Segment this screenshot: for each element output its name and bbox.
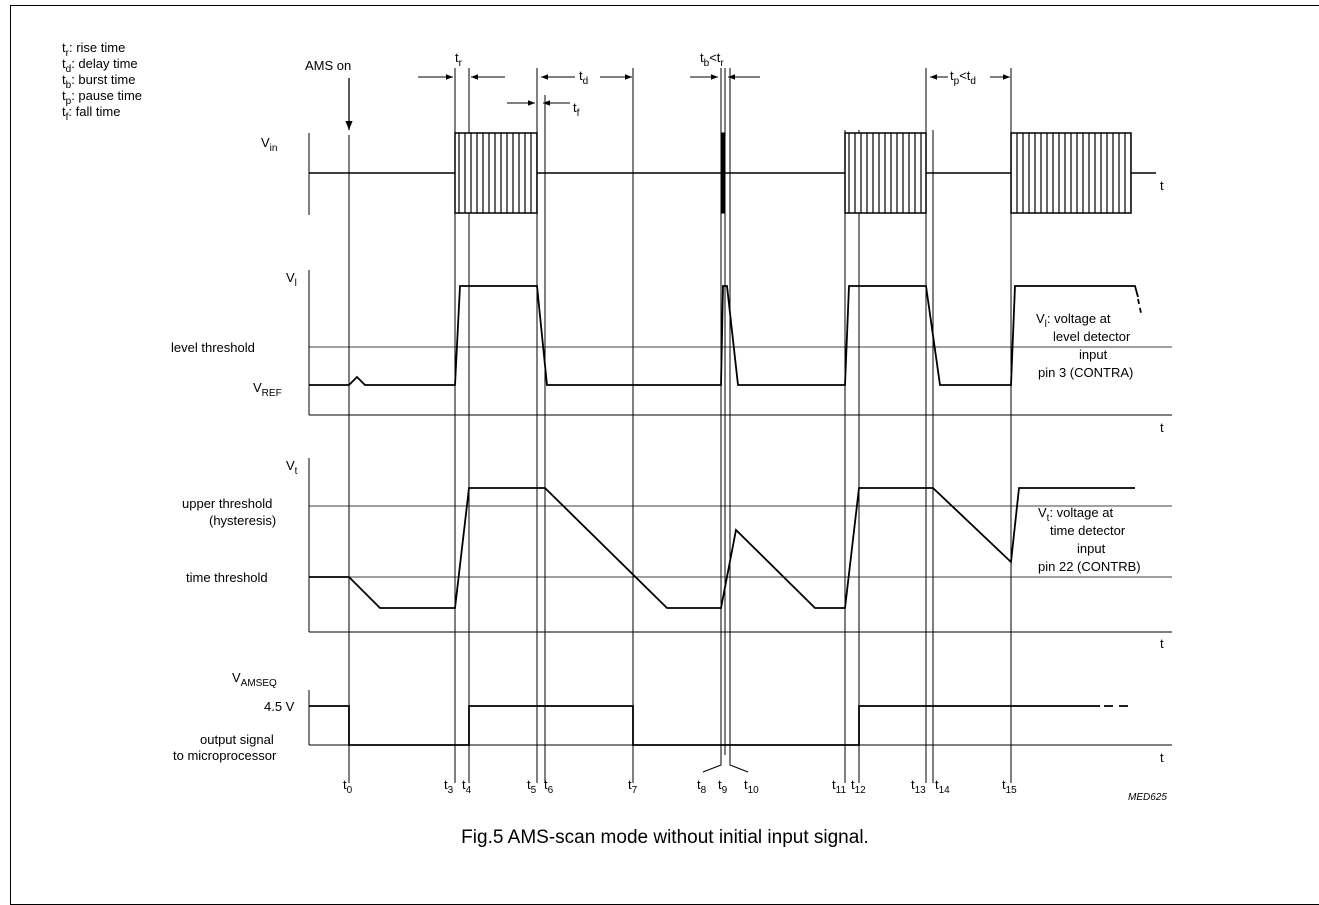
vin-t-axis-label: t xyxy=(1160,178,1164,193)
t8-bracket xyxy=(702,755,722,773)
legend-rise-time: tr: rise time xyxy=(62,40,125,59)
figure-caption: Fig.5 AMS-scan mode without initial inpu… xyxy=(461,827,869,848)
time-label-t8: t8 xyxy=(697,777,707,796)
vl-note-line-3: input xyxy=(1079,347,1108,362)
v45-label: 4.5 V xyxy=(264,699,295,714)
vin-burst-1 xyxy=(454,132,538,214)
time-label-t12: t12 xyxy=(851,777,866,796)
timing-diagram: tr: rise time td: delay time tb: burst t… xyxy=(62,40,1172,848)
time-label-t0: t0 xyxy=(343,777,353,796)
legend: tr: rise time td: delay time tb: burst t… xyxy=(62,40,142,123)
vl-t-axis-label: t xyxy=(1160,420,1164,435)
level-threshold-label: level threshold xyxy=(171,340,255,355)
vt-t-axis-label: t xyxy=(1160,636,1164,651)
vamseq-waveform xyxy=(309,705,1100,746)
tr-marker-label: tr xyxy=(455,50,463,69)
time-label-t14: t14 xyxy=(935,777,950,796)
td-marker-label: td xyxy=(579,68,588,87)
vamseq-label: VAMSEQ xyxy=(232,670,277,689)
time-label-t5: t5 xyxy=(527,777,537,796)
time-labels: t0 t3 t4 t5 t6 t7 t8 t9 t10 t11 t12 t13 t14 t15 xyxy=(343,777,1017,796)
tb-lt-tr-label: tb<tr xyxy=(700,50,724,69)
time-threshold-label: time threshold xyxy=(186,570,268,585)
vin-label: Vin xyxy=(261,135,277,154)
diagram-code: MED625 xyxy=(1128,792,1167,803)
vt-note-line-3: input xyxy=(1077,541,1106,556)
legend-delay-time: td: delay time xyxy=(62,56,138,75)
time-label-t4: t4 xyxy=(462,777,472,796)
vt-label: Vt xyxy=(286,458,298,477)
time-label-t15: t15 xyxy=(1002,777,1017,796)
time-label-t9: t9 xyxy=(718,777,728,796)
vref-label: VREF xyxy=(253,380,282,399)
time-label-t7: t7 xyxy=(628,777,638,796)
vl-waveform xyxy=(309,285,1139,386)
vamseq-t-axis-label: t xyxy=(1160,750,1164,765)
vl-note-line-1: Vl: voltage at xyxy=(1036,311,1111,330)
vl-row: Vl level threshold VREF Vl: voltage at l… xyxy=(171,270,1172,435)
vt-note-line-1: Vt: voltage at xyxy=(1038,505,1113,524)
top-markers: tr td tf tb<tr tp<td xyxy=(418,50,1010,119)
legend-burst-time: tb: burst time xyxy=(62,72,135,91)
time-label-t13: t13 xyxy=(911,777,926,796)
vt-row: Vt upper threshold (hysteresis) time thr… xyxy=(182,458,1172,651)
vl-note-line-2: level detector xyxy=(1053,329,1131,344)
vl-note-line-4: pin 3 (CONTRA) xyxy=(1038,365,1133,380)
vt-note-line-4: pin 22 (CONTRB) xyxy=(1038,559,1141,574)
vl-waveform-dashed xyxy=(1137,298,1142,314)
vt-waveform xyxy=(309,487,1135,609)
time-label-t10: t10 xyxy=(744,777,759,796)
output-signal-label-1: output signal xyxy=(200,732,274,747)
vin-row: Vin t xyxy=(261,132,1164,215)
vin-burst-2 xyxy=(720,132,726,214)
vt-note-line-2: time detector xyxy=(1050,523,1126,538)
time-label-t3: t3 xyxy=(444,777,454,796)
time-label-t11: t11 xyxy=(832,777,846,796)
tp-lt-td-label: tp<td xyxy=(950,68,976,87)
t10-bracket xyxy=(729,755,749,773)
legend-pause-time: tp: pause time xyxy=(62,88,142,107)
vin-burst-3 xyxy=(844,132,927,214)
vamseq-row: VAMSEQ 4.5 V output signal to microproce… xyxy=(173,670,1172,765)
output-signal-label-2: to microprocessor xyxy=(173,748,277,763)
ams-on-label: AMS on xyxy=(305,58,351,73)
time-label-t6: t6 xyxy=(544,777,554,796)
vin-burst-4 xyxy=(1010,132,1132,214)
legend-fall-time: tf: fall time xyxy=(62,104,120,123)
vl-label: Vl xyxy=(286,270,297,289)
tf-marker-label: tf xyxy=(573,100,580,119)
upper-threshold-label-2: (hysteresis) xyxy=(209,513,276,528)
upper-threshold-label-1: upper threshold xyxy=(182,496,272,511)
